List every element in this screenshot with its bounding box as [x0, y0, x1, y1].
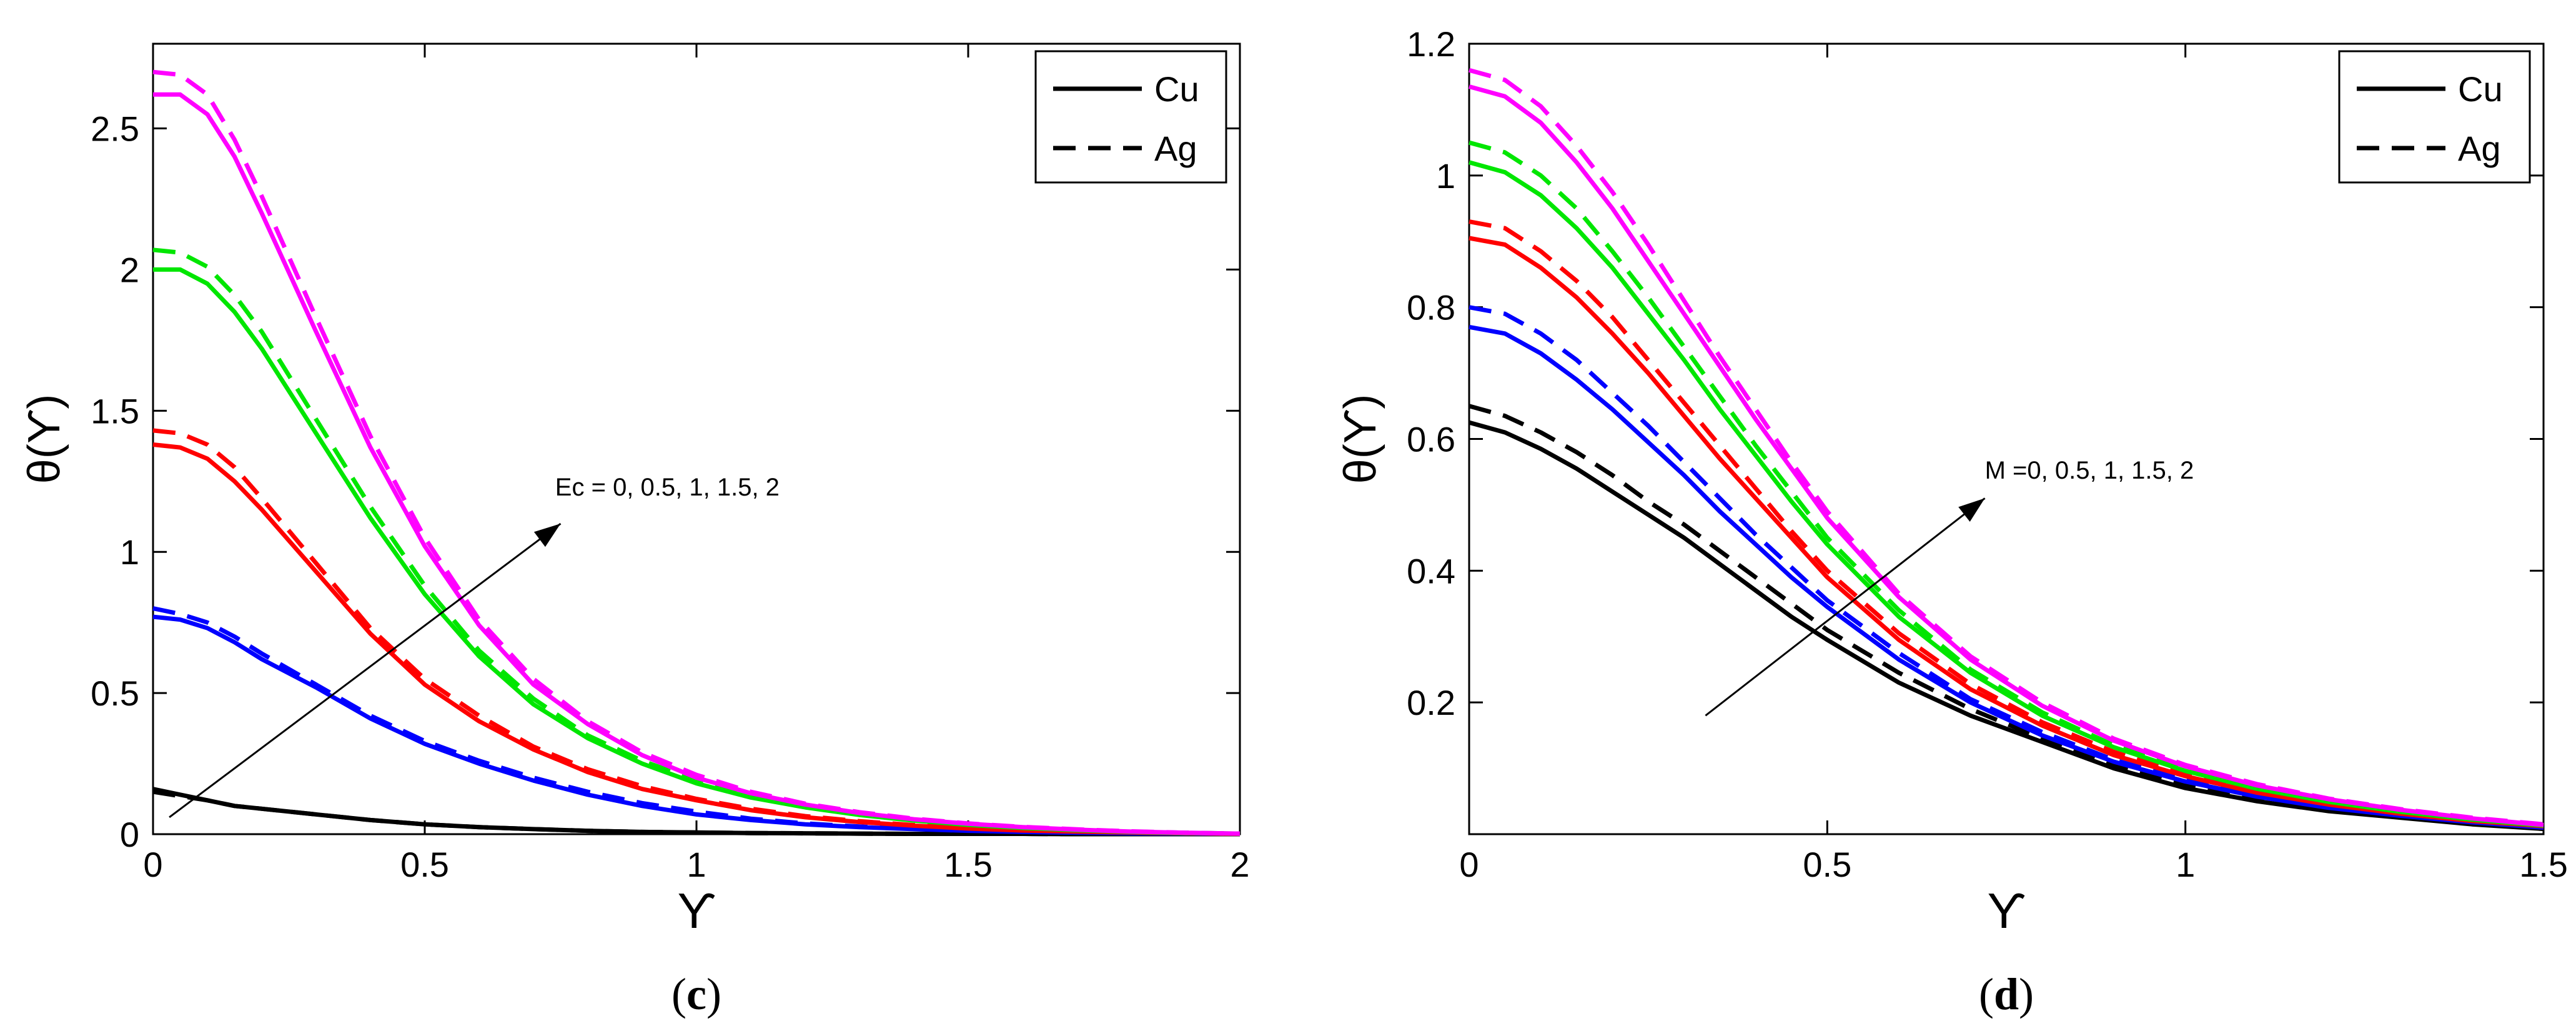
y-tick-label: 1 — [120, 532, 139, 572]
y-tick-label: 1.2 — [1407, 24, 1455, 64]
series-line-cu-2 — [1469, 84, 2544, 827]
y-tick-label: 0.8 — [1407, 288, 1455, 327]
legend-label-cu: Cu — [2458, 69, 2503, 109]
y-tick-label: 1 — [1436, 156, 1455, 196]
x-tick-label: 2 — [1230, 845, 1249, 884]
legend-label-cu: Cu — [1154, 69, 1199, 109]
annotation-label: Ec = 0, 0.5, 1, 1.5, 2 — [555, 474, 780, 501]
x-tick-label: 1.5 — [944, 845, 993, 884]
caption-open: ( — [1979, 969, 1994, 1019]
y-axis-label: θ(ϒ) — [1335, 394, 1385, 484]
series-line-ag-2 — [1469, 67, 2544, 827]
x-axis-label: ϒ — [1987, 883, 2026, 939]
x-tick-label: 1 — [686, 845, 706, 884]
y-tick-label: 1.5 — [91, 391, 139, 431]
y-tick-label: 0.2 — [1407, 683, 1455, 722]
annotation-arrow — [1705, 497, 1986, 717]
series-line-ag-1 — [1469, 219, 2544, 829]
x-tick-label: 1.5 — [2519, 845, 2568, 884]
annotation-arrow — [169, 522, 562, 819]
annotation-label: M =0, 0.5, 1, 1.5, 2 — [1985, 457, 2194, 484]
legend-box — [1034, 50, 1227, 184]
series-line-cu-1 — [1469, 236, 2544, 829]
y-tick-label: 0.6 — [1407, 420, 1455, 459]
y-tick-label: 0 — [120, 815, 139, 854]
x-tick-label: 0.5 — [1803, 845, 1851, 884]
caption-close: ) — [2019, 969, 2034, 1019]
x-tick-label: 1 — [2176, 845, 2195, 884]
caption-letter: d — [1994, 969, 2019, 1019]
panel-c: 0 0.5 1 1.5 2 0 0.5 1 1.5 2 2.5 Cu Ag Ec = 0, 0.5, 1,… — [19, 42, 1250, 1019]
caption-letter: c — [686, 969, 706, 1019]
panel-caption: (c) — [671, 969, 721, 1019]
series-line-ag-0_5 — [1469, 305, 2544, 829]
series-line-cu-0 — [1469, 420, 2544, 832]
series-line-ag-2 — [152, 69, 1241, 836]
y-tick-label: 0.4 — [1407, 551, 1455, 590]
y-axis-label: θ(ϒ) — [19, 394, 69, 484]
x-tick-label: 0.5 — [400, 845, 449, 884]
legend-box — [2338, 50, 2531, 184]
x-axis-label: ϒ — [677, 883, 716, 939]
annotation-arrowhead — [533, 524, 561, 547]
caption-open: ( — [671, 969, 686, 1019]
legend-label-ag: Ag — [1154, 129, 1197, 168]
y-tick-label: 0.5 — [91, 674, 139, 713]
series-line-ag-0 — [1469, 404, 2544, 830]
caption-close: ) — [706, 969, 721, 1019]
x-tick-label: 0 — [1459, 845, 1479, 884]
annotation-arrowhead — [1958, 498, 1985, 522]
legend-label-ag: Ag — [2458, 129, 2501, 168]
y-tick-label: 2.5 — [91, 109, 139, 149]
panel-caption: (d) — [1979, 969, 2034, 1019]
y-tick-label: 2 — [120, 250, 139, 289]
panel-d: 0 0.5 1 1.5 0.2 0.4 0.6 0.8 1 1.2 Cu Ag M =0, 0.5, 1… — [1335, 24, 2568, 1019]
x-tick-label: 0 — [143, 845, 162, 884]
